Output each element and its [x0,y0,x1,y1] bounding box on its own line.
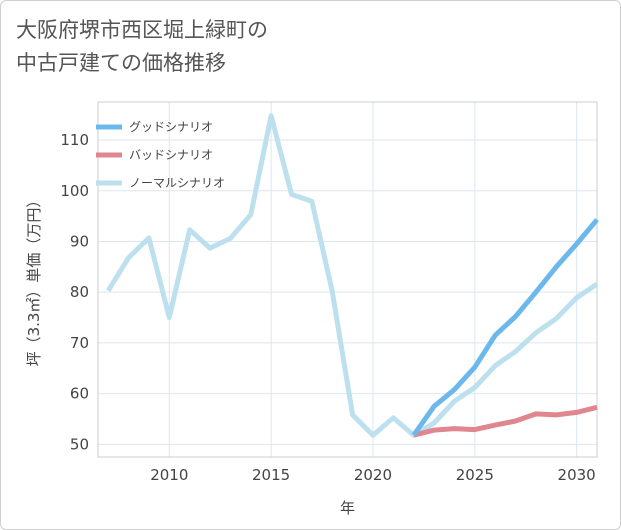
y-tick-label: 100 [60,182,89,200]
x-tick-label: 2020 [354,466,392,484]
grid-lines [98,102,597,457]
y-tick-label: 80 [70,283,89,301]
legend-label-0: グッドシナリオ [129,120,213,134]
y-tick-label: 90 [70,232,89,250]
legend-label-2: ノーマルシナリオ [129,176,225,190]
y-tick-label: 50 [70,435,89,453]
legend-label-1: バッドシナリオ [129,148,213,162]
x-tick-label: 2015 [252,466,290,484]
y-tick-label: 70 [70,334,89,352]
plot-area [97,101,598,458]
x-axis-label: 年 [340,499,355,517]
x-tick-label: 2025 [456,466,494,484]
chart-title: 大阪府堺市西区堀上緑町の 中古戸建ての価格推移 [16,14,268,80]
y-axis-label: 坪（3.3㎡）単価（万円） [25,193,43,367]
series-line-2 [106,113,599,438]
chart-title-line-1: 大阪府堺市西区堀上緑町の [16,18,268,42]
x-tick-label: 2010 [150,466,188,484]
x-tick-label: 2030 [558,466,596,484]
series-lines [106,113,599,438]
series-line-1 [413,404,598,438]
axis-ticks: 2010 2015 2020 2025 2030 50 60 70 80 90 100 110 [60,131,595,484]
y-tick-label: 110 [60,131,89,149]
chart-title-line-2: 中古戸建ての価格推移 [16,51,226,75]
series-line-0 [411,218,599,437]
y-tick-label: 60 [70,385,89,403]
